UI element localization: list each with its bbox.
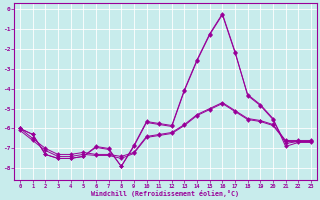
- X-axis label: Windchill (Refroidissement éolien,°C): Windchill (Refroidissement éolien,°C): [92, 190, 239, 197]
